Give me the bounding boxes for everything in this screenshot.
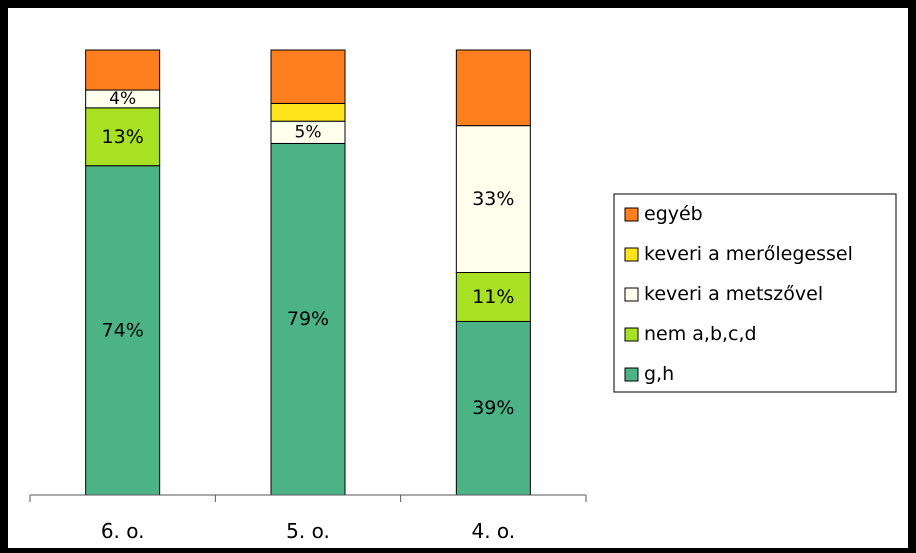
legend-label-2: keveri a merőlegessel [644,243,853,265]
legend-swatch-2 [624,247,639,262]
legend-swatch-3 [624,287,639,302]
legend-label-3: keveri a metszővel [644,283,823,305]
bar-segment-2-3 [455,272,531,322]
bar-segment-2-1 [85,107,161,167]
bar-segment-1-2 [270,142,346,496]
legend: egyéb keveri a merőlegessel keveri a metsz… [613,193,897,393]
legend-label-5: g,h [644,363,674,385]
x-tick-label-3: 4. o. [471,519,515,543]
legend-swatch-5 [624,367,639,382]
bar-segment-1-1 [85,165,161,496]
bar-segment-5-2 [270,49,346,104]
stacked-bar-chart: 74% 13% 4% 79% 5% 39% 11% 33% 6. o. 5. o. 4. o. e… [29,49,897,543]
chart-canvas: 74% 13% 4% 79% 5% 39% 11% 33% 6. o. 5. o. 4. o. e… [8,8,908,548]
legend-label-1: egyéb [644,203,703,225]
legend-swatch-1 [624,207,639,222]
data-label-2-3: 11% [472,286,514,308]
x-tick-label-1: 6. o. [101,519,145,543]
legend-label-4: nem a,b,c,d [644,323,757,345]
data-label-2-1: 13% [102,126,144,148]
data-label-1-1: 74% [102,319,144,341]
data-label-3-2: 5% [295,122,322,142]
data-label-3-1: 4% [109,89,136,109]
legend-box [613,193,897,393]
bars-group: 74% 13% 4% 79% 5% 39% 11% 33% [85,49,531,496]
bar-segment-5-1 [85,49,161,91]
x-tick-label-2: 5. o. [286,519,330,543]
legend-swatch-4 [624,327,639,342]
data-label-1-3: 39% [472,397,514,419]
bar-segment-4-2 [270,102,346,122]
x-axis: 6. o. 5. o. 4. o. [29,494,587,543]
data-label-3-3: 33% [472,188,514,210]
bar-segment-5-3 [455,49,531,127]
data-label-1-2: 79% [287,308,329,330]
bar-segment-3-3 [455,125,531,274]
